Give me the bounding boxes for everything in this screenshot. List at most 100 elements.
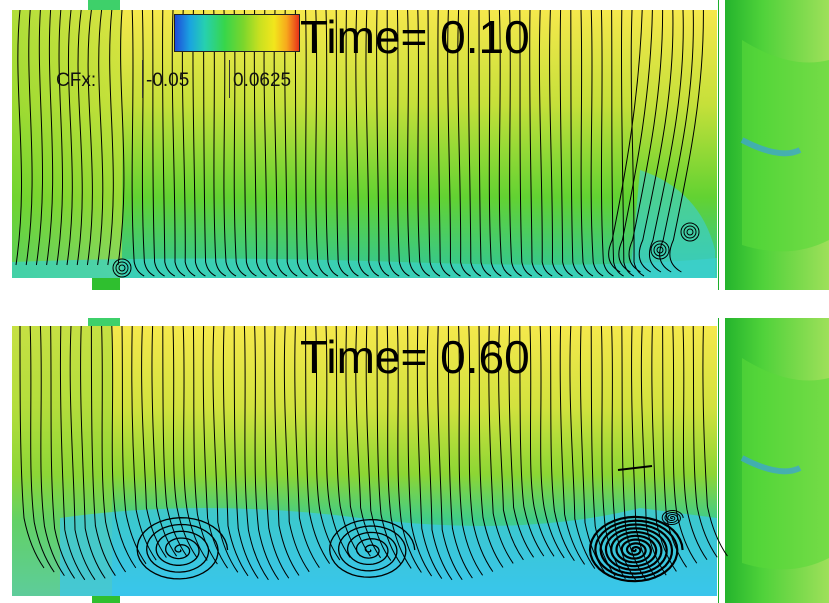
streamline: [437, 325, 463, 581]
streamline: [294, 325, 320, 568]
streamline: [478, 325, 504, 568]
streamline: [76, 9, 83, 266]
streamline: [121, 325, 147, 565]
streamline: [15, 9, 23, 266]
streamline: [131, 325, 157, 561]
streamline: [254, 325, 280, 581]
streamline: [457, 9, 471, 277]
streamline: [233, 325, 259, 579]
streamline: [50, 325, 76, 579]
streamline: [107, 9, 114, 266]
streamline: [253, 9, 267, 277]
streamline: [202, 325, 229, 569]
streamline: [617, 465, 653, 471]
streamline: [97, 9, 104, 266]
streamline: [672, 325, 698, 564]
streamline: [325, 325, 351, 558]
streamline: [39, 325, 65, 577]
bottom-streamlines: [19, 325, 728, 581]
bottom-surface-flow: [0, 318, 829, 603]
vortex-cores: [136, 465, 684, 583]
streamline: [559, 9, 573, 277]
top-streamlines: [15, 9, 704, 278]
colorbar-min-label: -0.05: [146, 70, 190, 91]
streamline: [519, 325, 545, 557]
streamline: [181, 9, 196, 277]
streamline: [35, 9, 44, 266]
colorbar-tick: [142, 60, 143, 98]
streamline: [118, 264, 126, 272]
streamline: [131, 9, 145, 277]
streamline: [335, 9, 349, 277]
streamline: [355, 9, 369, 277]
colorbar-max-label: 0.0625: [233, 70, 292, 91]
wall-surface: [12, 10, 717, 278]
streamline: [69, 325, 96, 581]
streamline: [478, 9, 492, 277]
streamline: [447, 9, 461, 277]
streamline: [243, 9, 257, 277]
streamline: [498, 9, 512, 277]
streamline: [273, 9, 288, 277]
streamline: [136, 517, 229, 580]
streamline: [345, 9, 359, 277]
streamline: [417, 9, 431, 277]
streamline: [509, 9, 522, 277]
streamline: [579, 325, 606, 573]
streamline: [315, 9, 329, 277]
streamline: [213, 9, 227, 277]
streamline: [376, 9, 390, 277]
streamline: [294, 9, 308, 277]
streamline: [447, 325, 473, 579]
streamline: [233, 9, 247, 277]
top-panel: CFx: -0.05 0.0625 Time= 0.10: [0, 0, 829, 290]
streamline: [661, 510, 684, 525]
separation-band: [12, 258, 717, 278]
streamline: [488, 325, 514, 564]
streamline: [539, 325, 565, 559]
streamline: [365, 9, 380, 277]
streamline: [90, 325, 116, 576]
streamline: [569, 325, 596, 569]
streamline: [141, 325, 167, 558]
streamline: [212, 325, 239, 573]
streamline: [621, 325, 647, 580]
streamline: [182, 325, 208, 561]
streamline: [192, 9, 206, 277]
streamline: [426, 325, 453, 581]
streamline: [111, 325, 137, 569]
streamline: [653, 243, 667, 257]
streamline: [600, 9, 614, 277]
streamline: [112, 258, 132, 278]
streamline: [59, 325, 86, 581]
streamline: [488, 9, 502, 277]
time-label-bottom: Time= 0.60: [300, 331, 530, 383]
streamline: [580, 9, 594, 277]
streamline: [529, 9, 543, 277]
streamline: [680, 222, 700, 242]
streamline: [115, 261, 129, 275]
streamline: [171, 9, 186, 277]
streamline: [329, 518, 416, 578]
streamline: [682, 325, 708, 561]
streamline: [162, 325, 188, 557]
streamline: [468, 325, 494, 572]
streamline: [529, 325, 555, 557]
streamline: [620, 9, 635, 277]
streamline: [588, 515, 684, 583]
streamline: [427, 9, 441, 277]
streamline: [416, 325, 443, 579]
streamline: [274, 325, 300, 576]
streamline: [437, 9, 451, 277]
streamline: [263, 9, 278, 277]
streamline: [549, 9, 563, 277]
streamline: [508, 325, 535, 558]
streamline: [86, 9, 93, 266]
streamline: [80, 325, 106, 579]
streamline: [19, 325, 45, 569]
bottom-panel: Time= 0.60: [0, 318, 829, 603]
streamline: [656, 246, 664, 254]
top-surface-flow: [0, 0, 829, 290]
streamline: [396, 325, 422, 573]
streamline: [345, 325, 371, 557]
